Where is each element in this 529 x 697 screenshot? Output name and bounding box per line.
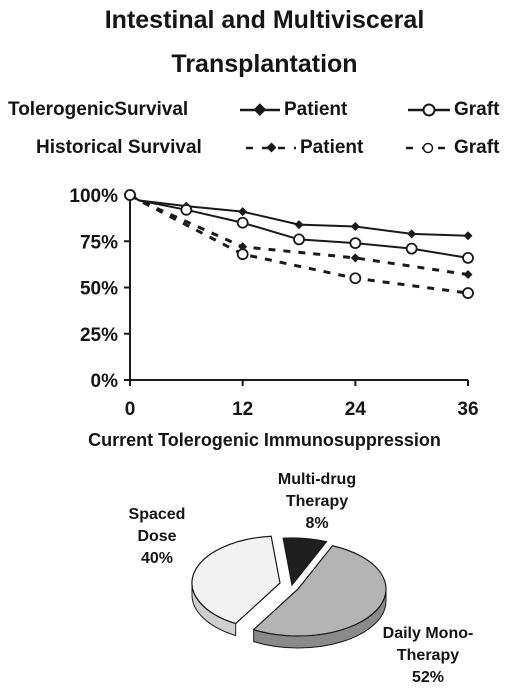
pie-slice-spaced-dose — [191, 535, 281, 625]
pie-label-multi-drug: Multi-drug Therapy 8% — [262, 469, 372, 535]
pie-label-spaced-dose-value: 40% — [140, 550, 174, 567]
data-point-tolerogenicsurvival-patient — [407, 229, 417, 239]
pie-label-spaced-dose-line-1: Spaced — [128, 506, 186, 523]
legend-row-historical-label: Historical Survival — [36, 137, 202, 158]
y-tick-label: 50% — [80, 279, 118, 300]
pie-label-daily-mono-line-2: Therapy — [396, 647, 460, 664]
data-point-historical-survival-graft — [462, 287, 474, 299]
data-point-tolerogenicsurvival-patient — [463, 231, 473, 241]
data-point-historical-survival-graft — [124, 189, 136, 201]
pie-label-spaced-dose-line-2: Dose — [137, 528, 177, 545]
data-point-tolerogenicsurvival-graft — [236, 216, 249, 229]
pie-label-daily-mono: Daily Mono- Therapy 52% — [368, 623, 488, 689]
legend-tolerogenic-graft-label: Graft — [454, 99, 500, 120]
data-point-historical-survival-patient — [350, 253, 360, 263]
data-point-historical-survival-patient — [463, 270, 473, 280]
pie-label-multi-drug-value: 8% — [305, 515, 329, 532]
x-tick-label: 36 — [457, 399, 478, 420]
data-point-tolerogenicsurvival-graft — [349, 237, 362, 250]
pie-label-multi-drug-line-1: Multi-drug — [277, 471, 357, 488]
data-point-tolerogenicsurvival-graft — [405, 242, 418, 255]
x-tick-label: 12 — [232, 399, 253, 420]
chart-title-line-1: Intestinal and Multivisceral — [104, 6, 425, 34]
data-point-historical-survival-graft — [236, 248, 249, 261]
pie-slice-multi-drug — [282, 537, 328, 587]
legend-marker-historical-patient — [266, 142, 277, 153]
y-tick-label: 0% — [91, 371, 119, 392]
legend-marker-historical-graft — [422, 142, 434, 154]
pie-slice-daily-mono — [252, 545, 387, 637]
data-point-tolerogenicsurvival-patient — [294, 220, 304, 230]
legend-row-tolerogenic-label: TolerogenicSurvival — [8, 99, 189, 120]
data-point-tolerogenicsurvival-graft — [180, 203, 193, 216]
data-point-historical-survival-graft — [349, 272, 362, 285]
chart-title-line-2: Transplantation — [171, 50, 358, 78]
data-point-tolerogenicsurvival-patient — [238, 207, 248, 217]
pie-label-multi-drug-line-2: Therapy — [285, 493, 349, 510]
y-tick-label: 25% — [80, 325, 118, 346]
pie-label-daily-mono-line-1: Daily Mono- — [382, 625, 474, 642]
y-tick-label: 100% — [69, 186, 118, 207]
data-point-tolerogenicsurvival-graft — [293, 233, 305, 246]
legend-historical-patient-label: Patient — [300, 137, 364, 158]
data-point-tolerogenicsurvival-graft — [462, 251, 474, 264]
pie-chart-title: Current Tolerogenic Immunosuppression — [88, 430, 441, 450]
y-tick-label: 75% — [80, 232, 118, 253]
pie-label-daily-mono-value: 52% — [411, 669, 445, 686]
legend-historical-graft-label: Graft — [454, 137, 500, 158]
x-tick-label: 24 — [345, 399, 367, 420]
x-tick-label: 0 — [125, 399, 136, 420]
series-line-tolerogenicsurvival-graft — [129, 194, 469, 259]
legend-tolerogenic-patient-label: Patient — [284, 99, 348, 120]
legend-marker-tolerogenic-graft — [422, 103, 436, 117]
pie-label-spaced-dose: Spaced Dose 40% — [112, 504, 202, 570]
data-point-tolerogenicsurvival-patient — [350, 221, 360, 231]
